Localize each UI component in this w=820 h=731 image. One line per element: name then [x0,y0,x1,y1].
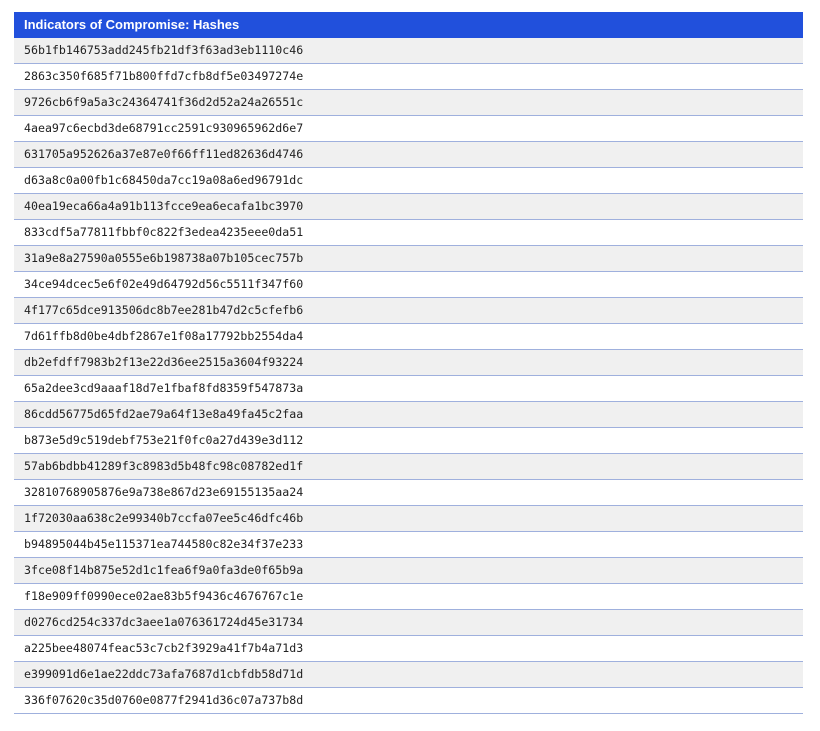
hash-row: 833cdf5a77811fbbf0c822f3edea4235eee0da51 [14,220,803,246]
hash-list: 56b1fb146753add245fb21df3f63ad3eb1110c46… [14,38,803,714]
hash-row: 4aea97c6ecbd3de68791cc2591c930965962d6e7 [14,116,803,142]
hash-row: 3fce08f14b875e52d1c1fea6f9a0fa3de0f65b9a [14,558,803,584]
hash-row: 631705a952626a37e87e0f66ff11ed82636d4746 [14,142,803,168]
panel-title: Indicators of Compromise: Hashes [14,12,803,38]
hash-row: b94895044b45e115371ea744580c82e34f37e233 [14,532,803,558]
hash-row: 34ce94dcec5e6f02e49d64792d56c5511f347f60 [14,272,803,298]
hash-row: f18e909ff0990ece02ae83b5f9436c4676767c1e [14,584,803,610]
ioc-hashes-panel: Indicators of Compromise: Hashes 56b1fb1… [14,12,803,714]
hash-row: b873e5d9c519debf753e21f0fc0a27d439e3d112 [14,428,803,454]
hash-row: 57ab6bdbb41289f3c8983d5b48fc98c08782ed1f [14,454,803,480]
hash-row: 1f72030aa638c2e99340b7ccfa07ee5c46dfc46b [14,506,803,532]
hash-row: 9726cb6f9a5a3c24364741f36d2d52a24a26551c [14,90,803,116]
hash-row: db2efdff7983b2f13e22d36ee2515a3604f93224 [14,350,803,376]
hash-row: a225bee48074feac53c7cb2f3929a41f7b4a71d3 [14,636,803,662]
hash-row: 65a2dee3cd9aaaf18d7e1fbaf8fd8359f547873a [14,376,803,402]
hash-row: 56b1fb146753add245fb21df3f63ad3eb1110c46 [14,38,803,64]
hash-row: 40ea19eca66a4a91b113fcce9ea6ecafa1bc3970 [14,194,803,220]
hash-row: 86cdd56775d65fd2ae79a64f13e8a49fa45c2faa [14,402,803,428]
hash-row: 2863c350f685f71b800ffd7cfb8df5e03497274e [14,64,803,90]
hash-row: 32810768905876e9a738e867d23e69155135aa24 [14,480,803,506]
hash-row: 336f07620c35d0760e0877f2941d36c07a737b8d [14,688,803,714]
hash-row: e399091d6e1ae22ddc73afa7687d1cbfdb58d71d [14,662,803,688]
hash-row: 31a9e8a27590a0555e6b198738a07b105cec757b [14,246,803,272]
hash-row: 7d61ffb8d0be4dbf2867e1f08a17792bb2554da4 [14,324,803,350]
hash-row: d0276cd254c337dc3aee1a076361724d45e31734 [14,610,803,636]
hash-row: d63a8c0a00fb1c68450da7cc19a08a6ed96791dc [14,168,803,194]
hash-row: 4f177c65dce913506dc8b7ee281b47d2c5cfefb6 [14,298,803,324]
